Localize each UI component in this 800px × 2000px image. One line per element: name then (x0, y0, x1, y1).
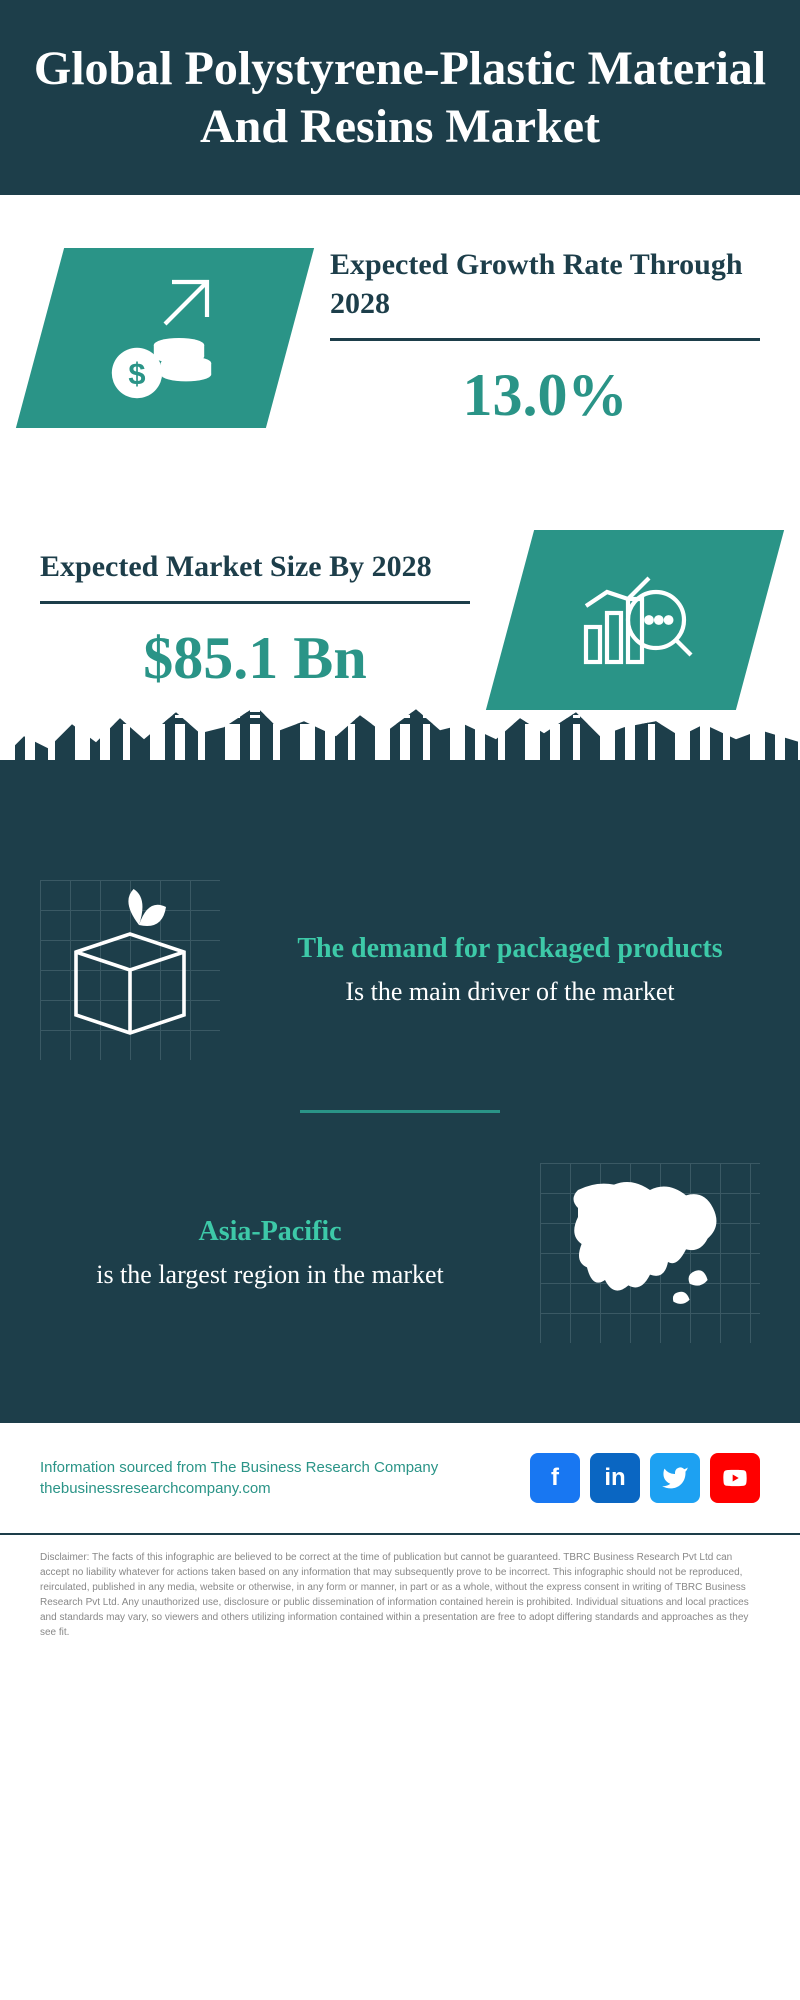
market-label: Expected Market Size By 2028 (40, 547, 470, 586)
source-text: Information sourced from The Business Re… (40, 1457, 438, 1499)
footer: Information sourced from The Business Re… (0, 1423, 800, 1533)
package-leaf-icon (40, 880, 220, 1060)
svg-text:$: $ (128, 356, 145, 391)
divider (330, 338, 760, 341)
disclaimer: Disclaimer: The facts of this infographi… (0, 1533, 800, 1670)
growth-icon-bg: $ (16, 248, 314, 428)
header: Global Polystyrene-Plastic Material And … (0, 0, 800, 195)
skyline-graphic (0, 760, 800, 840)
growth-label: Expected Growth Rate Through 2028 (330, 245, 760, 323)
map-icon-container (540, 1163, 760, 1343)
package-icon-container (40, 880, 220, 1060)
market-icon-bg (486, 530, 784, 710)
asia-map-icon (540, 1163, 760, 1343)
driver-text: The demand for packaged products Is the … (260, 931, 760, 1009)
growth-value: 13.0% (330, 361, 760, 430)
divider (40, 601, 470, 604)
driver-highlight: The demand for packaged products (260, 931, 760, 967)
twitter-icon[interactable] (650, 1453, 700, 1503)
source-line1: Information sourced from The Business Re… (40, 1457, 438, 1478)
teal-divider (300, 1110, 500, 1113)
growth-section: $ Expected Growth Rate Through 2028 13.0… (0, 195, 800, 480)
dark-section: The demand for packaged products Is the … (0, 840, 800, 1423)
region-text: Asia-Pacific is the largest region in th… (40, 1214, 500, 1292)
facebook-icon[interactable]: f (530, 1453, 580, 1503)
driver-sub: Is the main driver of the market (260, 975, 760, 1009)
region-block: Asia-Pacific is the largest region in th… (40, 1163, 760, 1383)
page-title: Global Polystyrene-Plastic Material And … (30, 40, 770, 155)
driver-block: The demand for packaged products Is the … (40, 880, 760, 1060)
source-line2: thebusinessresearchcompany.com (40, 1478, 438, 1499)
region-sub: is the largest region in the market (40, 1258, 500, 1292)
growth-stat: Expected Growth Rate Through 2028 13.0% (330, 245, 760, 430)
analytics-icon (565, 550, 705, 690)
region-highlight: Asia-Pacific (40, 1214, 500, 1250)
market-stat: Expected Market Size By 2028 $85.1 Bn (40, 547, 470, 693)
linkedin-icon[interactable]: in (590, 1453, 640, 1503)
money-growth-icon: $ (95, 268, 235, 408)
market-value: $85.1 Bn (40, 624, 470, 693)
youtube-icon[interactable] (710, 1453, 760, 1503)
social-icons: f in (530, 1453, 760, 1503)
